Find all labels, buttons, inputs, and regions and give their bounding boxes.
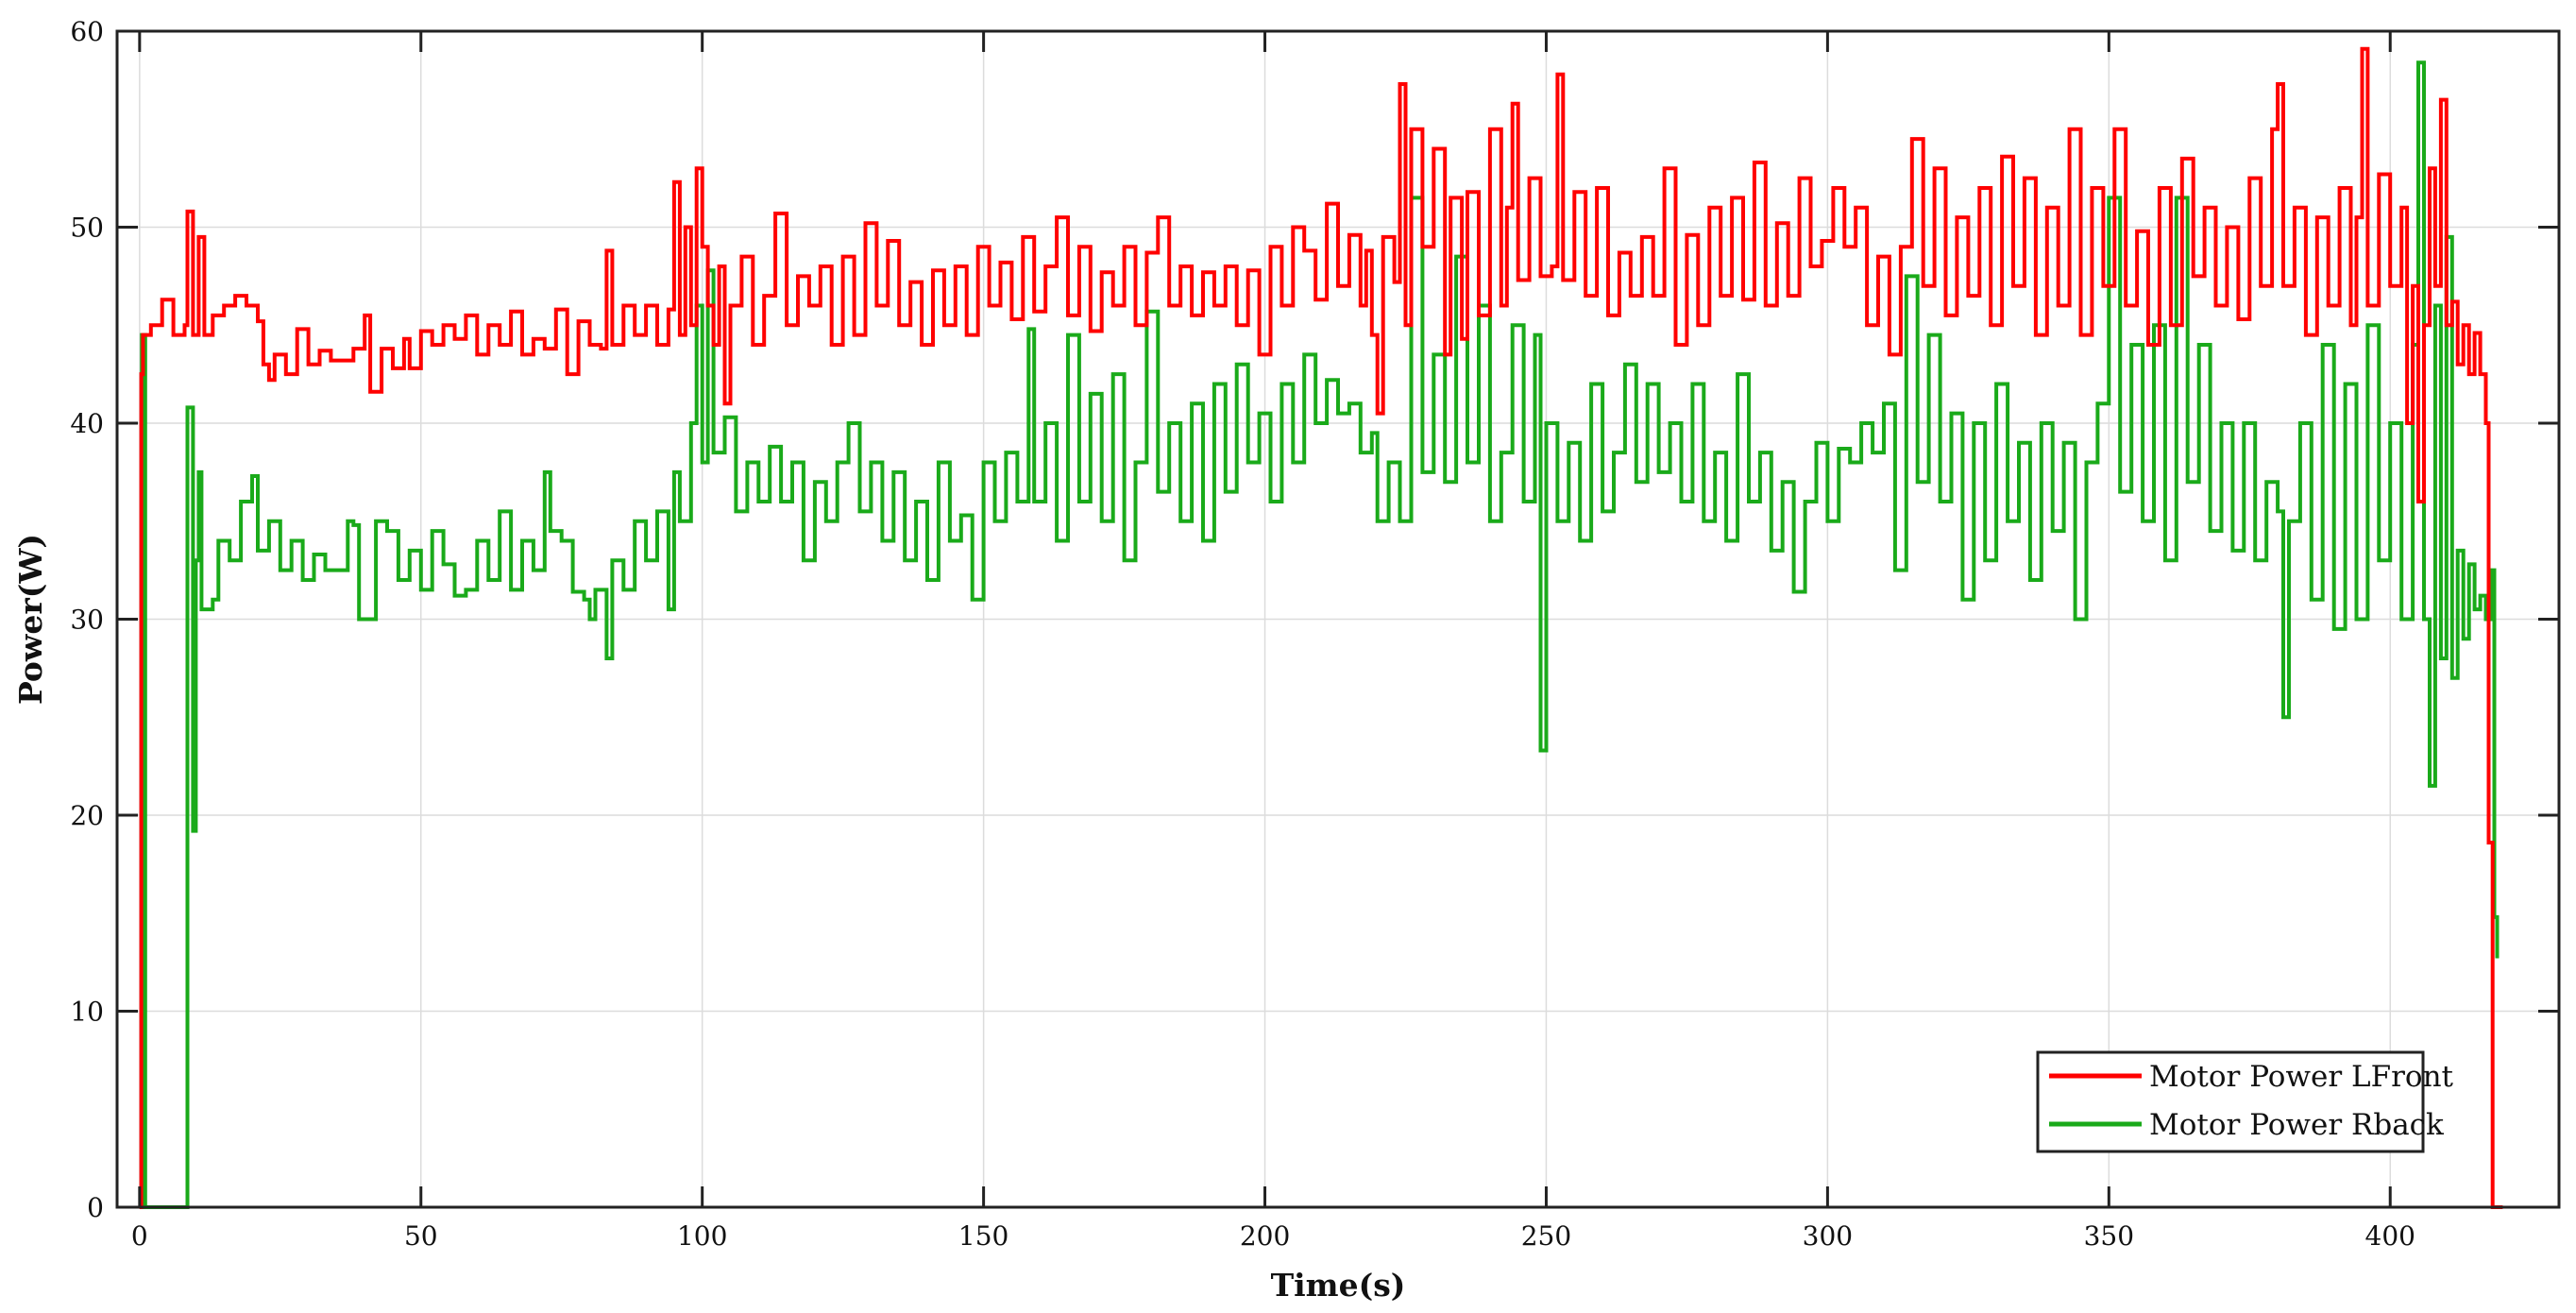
y-axis-title: Power(W) [12, 534, 49, 705]
legend: Motor Power LFront Motor Power Rback [2036, 1050, 2454, 1153]
x-tick-label: 100 [677, 1220, 727, 1252]
x-tick-label: 250 [1521, 1220, 1571, 1252]
x-tick-label: 50 [404, 1220, 438, 1252]
legend-label-lfront: Motor Power LFront [2149, 1060, 2454, 1094]
y-tick-label: 40 [70, 408, 104, 439]
x-tick-label: 350 [2084, 1220, 2134, 1252]
x-tick-label: 150 [958, 1220, 1008, 1252]
legend-box [2036, 1050, 2425, 1153]
x-axis-title: Time(s) [1271, 1267, 1406, 1304]
x-tick-label: 0 [131, 1220, 148, 1252]
y-tick-label: 60 [70, 16, 104, 47]
y-tick-label: 20 [70, 800, 104, 831]
series-line-rback [139, 60, 2500, 1209]
ticks: 0 50 100 150 200 250 300 350 400 0 10 20 30 40 50 60 [70, 16, 2559, 1252]
series-layer [139, 46, 2503, 1209]
y-tick-label: 50 [70, 213, 104, 244]
y-tick-label: 30 [70, 605, 104, 636]
series-line-lfront [139, 46, 2503, 1209]
y-tick-label: 10 [70, 997, 104, 1028]
legend-label-rback: Motor Power Rback [2149, 1108, 2444, 1142]
y-tick-label: 0 [87, 1192, 104, 1223]
x-tick-label: 200 [1240, 1220, 1290, 1252]
x-tick-label: 400 [2365, 1220, 2415, 1252]
x-tick-label: 300 [1803, 1220, 1853, 1252]
